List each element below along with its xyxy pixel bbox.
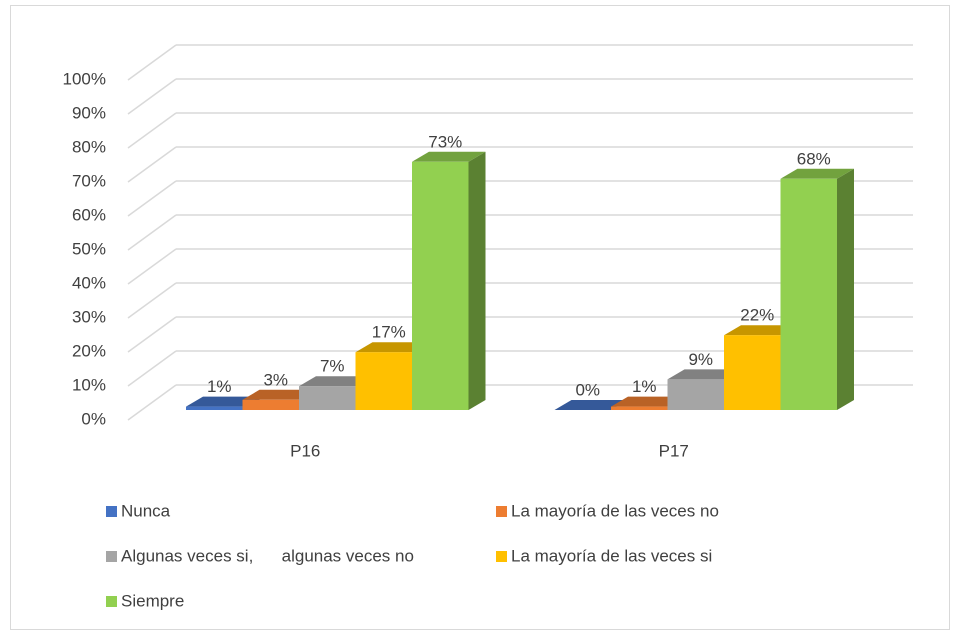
y-tick-label: 90% — [72, 103, 106, 122]
y-tick-label: 70% — [72, 171, 106, 190]
bar — [412, 151, 486, 411]
grid-line-side — [127, 350, 177, 387]
legend-label: La mayoría de las veces no — [511, 501, 719, 520]
bar-front — [724, 335, 781, 410]
legend-swatch — [106, 551, 117, 562]
data-label: 22% — [740, 306, 774, 325]
legend-swatch — [106, 506, 117, 517]
bar-front — [667, 379, 724, 410]
grid-line-side — [127, 180, 177, 217]
bar-front — [412, 161, 469, 410]
bar-top — [186, 396, 260, 407]
bar-front — [186, 406, 243, 410]
legend-swatch — [106, 596, 117, 607]
grid-line-side — [127, 316, 177, 353]
data-label: 17% — [372, 323, 406, 342]
y-tick-label: 50% — [72, 239, 106, 258]
bar-front — [299, 386, 356, 410]
data-label: 1% — [632, 377, 657, 396]
data-label: 0% — [575, 380, 600, 399]
bar-front — [242, 399, 299, 410]
grid-line-side — [127, 384, 177, 421]
grid-line-side — [127, 282, 177, 319]
y-tick-label: 20% — [72, 341, 106, 360]
bar-front — [611, 406, 668, 410]
bar-top — [667, 369, 741, 380]
grid-line-side — [127, 78, 177, 115]
grid-line-side — [127, 112, 177, 149]
legend-label: La mayoría de las veces si — [511, 546, 712, 565]
bar-side — [837, 168, 854, 410]
legend-swatch — [496, 506, 507, 517]
bar-top — [299, 376, 373, 387]
y-tick-label: 0% — [81, 409, 106, 428]
data-label: 9% — [688, 350, 713, 369]
bar-top — [611, 396, 685, 407]
y-tick-label: 40% — [72, 273, 106, 292]
legend-label: Nunca — [121, 501, 171, 520]
x-tick-label: P16 — [290, 441, 320, 460]
bar-top — [412, 151, 486, 162]
bar-side — [468, 151, 486, 411]
bar-front — [355, 352, 412, 410]
bar-top — [724, 325, 798, 336]
legend-label: Algunas veces si, algunas veces no — [121, 546, 414, 565]
legend-swatch — [496, 551, 507, 562]
data-label: 7% — [320, 357, 345, 376]
legend-label: Siempre — [121, 591, 184, 610]
data-label: 3% — [263, 370, 288, 389]
x-tick-label: P17 — [659, 441, 689, 460]
y-tick-label: 80% — [72, 137, 106, 156]
data-label: 73% — [428, 132, 462, 151]
y-tick-label: 60% — [72, 205, 106, 224]
grid-line-side — [127, 44, 177, 81]
data-label: 1% — [207, 377, 232, 396]
bar-top — [780, 168, 854, 179]
bar-top — [554, 400, 628, 410]
bar-top — [242, 389, 316, 400]
bar — [780, 168, 854, 410]
data-label: 68% — [797, 149, 831, 168]
grid-line-side — [127, 214, 177, 251]
bar-top — [355, 342, 429, 353]
y-tick-label: 10% — [72, 375, 106, 394]
y-tick-label: 30% — [72, 307, 106, 326]
bar-front — [780, 178, 837, 410]
bar — [554, 400, 628, 410]
grid-line-side — [127, 248, 177, 285]
grid-line-side — [127, 146, 177, 183]
y-tick-label: 100% — [63, 69, 106, 88]
